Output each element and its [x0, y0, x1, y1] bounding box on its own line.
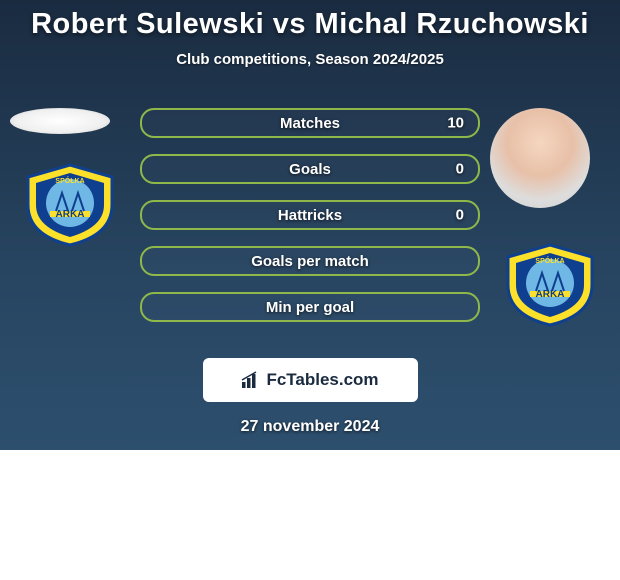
subtitle: Club competitions, Season 2024/2025 [0, 51, 620, 68]
svg-text:SPÓŁKA: SPÓŁKA [535, 256, 564, 265]
player-left-club-logo: SPÓŁKA ARKA [20, 163, 120, 247]
stat-label: Goals [289, 161, 331, 178]
stat-right-value: 0 [456, 161, 464, 178]
stat-label: Min per goal [266, 299, 354, 316]
date-label: 27 november 2024 [0, 418, 620, 436]
svg-text:ARKA: ARKA [56, 209, 85, 220]
stat-right-value: 0 [456, 207, 464, 224]
stat-row-goals-per-match: Goals per match [140, 246, 480, 276]
stats-column: Matches 10 Goals 0 Hattricks 0 Goals per… [140, 108, 480, 338]
stat-right-value: 10 [447, 115, 464, 132]
content-area: SPÓŁKA ARKA SPÓŁKA ARKA Matches 10 [0, 98, 620, 348]
arka-logo-icon: SPÓŁKA ARKA [20, 163, 120, 247]
stat-label: Matches [280, 115, 340, 132]
stat-row-matches: Matches 10 [140, 108, 480, 138]
stat-row-min-per-goal: Min per goal [140, 292, 480, 322]
svg-text:ARKA: ARKA [536, 289, 565, 300]
stat-row-hattricks: Hattricks 0 [140, 200, 480, 230]
svg-text:SPÓŁKA: SPÓŁKA [55, 176, 84, 185]
bar-chart-icon [241, 371, 261, 389]
fctables-badge: FcTables.com [203, 358, 418, 402]
stat-label: Hattricks [278, 207, 342, 224]
player-right-avatar [490, 108, 590, 208]
fctables-label: FcTables.com [266, 370, 378, 390]
arka-logo-icon: SPÓŁKA ARKA [500, 243, 600, 327]
page-title: Robert Sulewski vs Michal Rzuchowski [0, 8, 620, 41]
player-left-avatar [10, 108, 110, 134]
player-right-club-logo: SPÓŁKA ARKA [500, 243, 600, 327]
stat-row-goals: Goals 0 [140, 154, 480, 184]
stat-label: Goals per match [251, 253, 369, 270]
comparison-card: Robert Sulewski vs Michal Rzuchowski Clu… [0, 0, 620, 450]
